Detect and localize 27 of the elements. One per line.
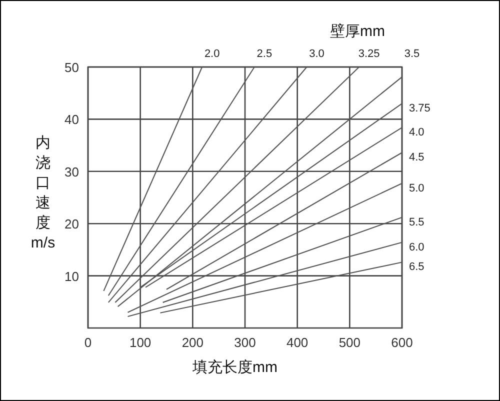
y-tick-label: 20 — [64, 216, 79, 232]
series-label: 5.5 — [409, 216, 424, 228]
series-label: 5.0 — [409, 182, 424, 194]
x-tick-label: 100 — [129, 335, 152, 350]
x-tick-label: 500 — [338, 335, 361, 350]
series-label: 3.0 — [309, 48, 324, 60]
x-tick-label: 200 — [182, 335, 204, 350]
series-label: 4.0 — [409, 126, 424, 139]
series-label: 3.75 — [409, 102, 430, 115]
series-label: 2.0 — [204, 48, 220, 60]
y-tick-label: 50 — [64, 60, 79, 75]
x-tick-label: 400 — [286, 335, 308, 350]
series-label: 2.5 — [256, 48, 272, 60]
x-axis-title: 填充长度mm — [192, 359, 278, 376]
series-label: 6.5 — [409, 261, 424, 274]
y-tick-label: 10 — [64, 268, 79, 284]
series-label: 4.5 — [409, 152, 424, 164]
series-label: 3.5 — [404, 48, 420, 60]
x-tick-label: 0 — [84, 335, 92, 350]
x-tick-label: 600 — [391, 335, 413, 350]
y-tick-label: 30 — [64, 164, 79, 180]
x-tick-label: 300 — [234, 335, 256, 350]
legend-title: 壁厚mm — [330, 23, 385, 40]
y-tick-label: 40 — [64, 112, 79, 128]
series-label: 6.0 — [409, 241, 424, 254]
series-label: 3.25 — [358, 48, 380, 60]
y-axis-title: 内浇口速度m/s — [30, 134, 56, 252]
